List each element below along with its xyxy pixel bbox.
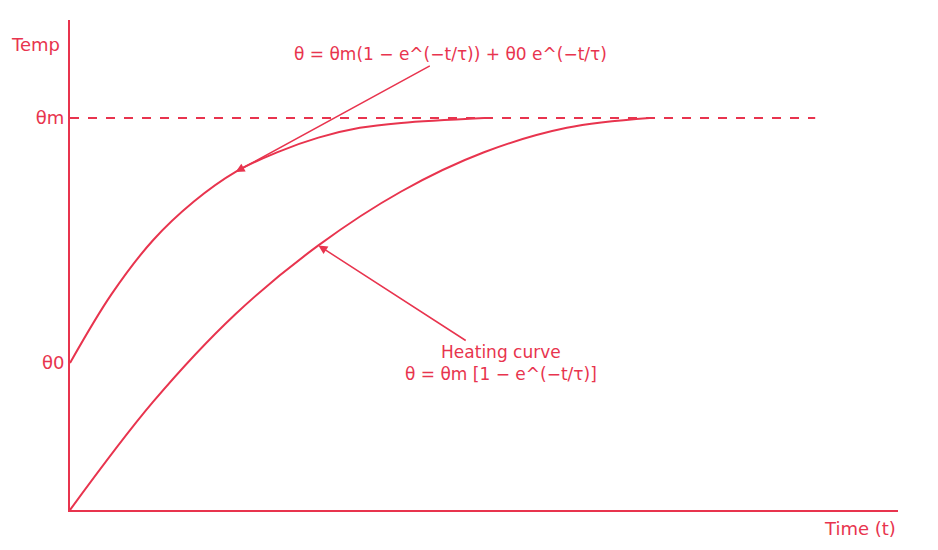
svg-text:θm: θm — [36, 107, 65, 128]
svg-text:Temp: Temp — [11, 34, 60, 55]
svg-text:Time (t): Time (t) — [824, 518, 896, 539]
svg-text:Heating curveθ = θm [1 − e^(−t: Heating curveθ = θm [1 − e^(−t/τ)] — [405, 342, 597, 384]
svg-text:θ = θm(1 − e^(−t/τ)) + θ0 e^(−: θ = θm(1 − e^(−t/τ)) + θ0 e^(−t/τ) — [294, 44, 607, 64]
svg-text:θ0: θ0 — [42, 352, 64, 373]
